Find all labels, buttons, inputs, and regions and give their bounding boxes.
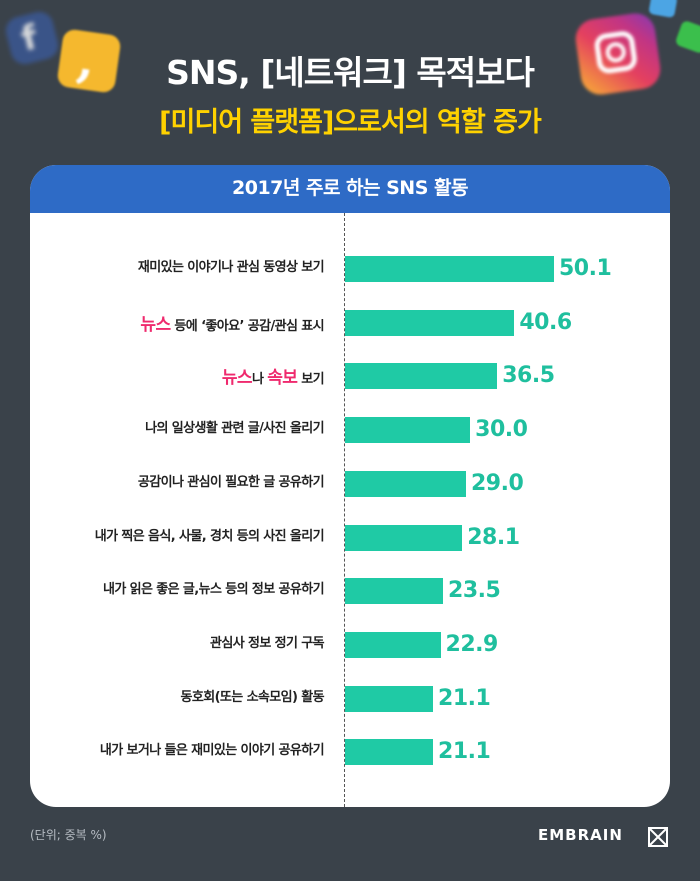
data-label: 21.1 (438, 685, 491, 711)
bar (345, 363, 498, 390)
bar (345, 685, 434, 712)
bar (345, 309, 515, 336)
highlight-text: 속보 (267, 368, 298, 389)
chart-title: 2017년 주로 하는 SNS 활동 (30, 165, 670, 213)
bar-row: 동호회(또는 소속모임) 활동 21.1 (30, 685, 670, 712)
category-label: 재미있는 이야기나 관심 동영상 보기 (137, 256, 325, 282)
chart-axis-line (344, 213, 345, 807)
label-text: 재미있는 이야기나 관심 동영상 보기 (137, 260, 325, 275)
data-label: 30.0 (475, 417, 528, 443)
highlight-text: 뉴스 (221, 368, 253, 389)
label-text: 보기 (297, 372, 324, 388)
label-text: 동호회(또는 소속모임) 활동 (180, 689, 325, 705)
bar-row: 공감이나 관심이 필요한 글 공유하기 29.0 (30, 470, 670, 497)
category-label: 뉴스나 속보 보기 (221, 363, 325, 389)
bar-row: 나의 일상생활 관련 글/사진 올리기 30.0 (30, 417, 670, 444)
category-label: 내가 보거나 들은 재미있는 이야기 공유하기 (99, 739, 325, 765)
bar-row: 관심사 정보 정기 구독 22.9 (30, 631, 670, 658)
page-subtitle: [미디어 플랫폼]으로서의 역할 증가 (159, 107, 542, 138)
data-label: 28.1 (467, 524, 520, 550)
unit-note: (단위; 중복 %) (30, 828, 107, 842)
bar-row: 내가 찍은 음식, 사물, 경치 등의 사진 올리기 28.1 (30, 524, 670, 551)
bar-row: 뉴스 등에 ‘좋아요’ 공감/관심 표시 40.6 (30, 309, 670, 336)
data-label: 29.0 (470, 470, 524, 496)
bar (345, 417, 471, 444)
label-text: 나 (251, 372, 268, 388)
bar (345, 739, 434, 766)
highlight-text: 뉴스 (140, 314, 171, 335)
twitter-icon (648, 0, 678, 19)
category-label: 내가 찍은 음식, 사물, 경치 등의 사진 올리기 (94, 525, 325, 551)
data-label: 50.1 (559, 256, 612, 281)
data-label: 21.1 (438, 739, 491, 765)
category-label: 관심사 정보 정기 구독 (209, 632, 325, 658)
category-label: 동호회(또는 소속모임) 활동 (181, 686, 325, 712)
data-label: 36.5 (502, 363, 555, 389)
brand-name: EMBRAIN (538, 826, 623, 844)
bar (345, 256, 554, 282)
brand-logo-icon (648, 827, 668, 847)
bar (345, 578, 444, 605)
data-label: 40.6 (519, 309, 572, 335)
data-label: 22.9 (445, 631, 499, 657)
bar (345, 470, 466, 497)
bar (345, 524, 463, 551)
bar-row: 재미있는 이야기나 관심 동영상 보기 50.1 (30, 256, 670, 282)
category-label: 나의 일상생활 관련 글/사진 올리기 (145, 417, 325, 443)
page-title: SNS, [네트워크] 목적보다 (166, 53, 535, 92)
label-text: 내가 읽은 좋은 글,뉴스 등의 정보 공유하기 (102, 582, 325, 598)
label-text: 내가 보거나 들은 재미있는 이야기 공유하기 (99, 743, 325, 759)
category-label: 공감이나 관심이 필요한 글 공유하기 (137, 471, 325, 497)
bar-row: 뉴스나 속보 보기 36.5 (30, 363, 670, 390)
label-text: 나의 일상생활 관련 글/사진 올리기 (145, 421, 325, 437)
label-text: 등에 ‘좋아요’ 공감/관심 표시 (170, 318, 324, 334)
label-text: 공감이나 관심이 필요한 글 공유하기 (137, 474, 325, 490)
data-label: 23.5 (448, 578, 501, 604)
category-label: 뉴스 등에 ‘좋아요’ 공감/관심 표시 (140, 310, 324, 336)
chart-card: 2017년 주로 하는 SNS 활동 재미있는 이야기나 관심 동영상 보기 50… (30, 165, 670, 807)
label-text: 관심사 정보 정기 구독 (209, 635, 325, 651)
category-label: 내가 읽은 좋은 글,뉴스 등의 정보 공유하기 (102, 578, 325, 604)
bar-row: 내가 읽은 좋은 글,뉴스 등의 정보 공유하기 23.5 (30, 578, 670, 605)
label-text: 내가 찍은 음식, 사물, 경치 등의 사진 올리기 (94, 528, 325, 544)
bar-row: 내가 보거나 들은 재미있는 이야기 공유하기 21.1 (30, 739, 670, 766)
bar (345, 631, 441, 658)
